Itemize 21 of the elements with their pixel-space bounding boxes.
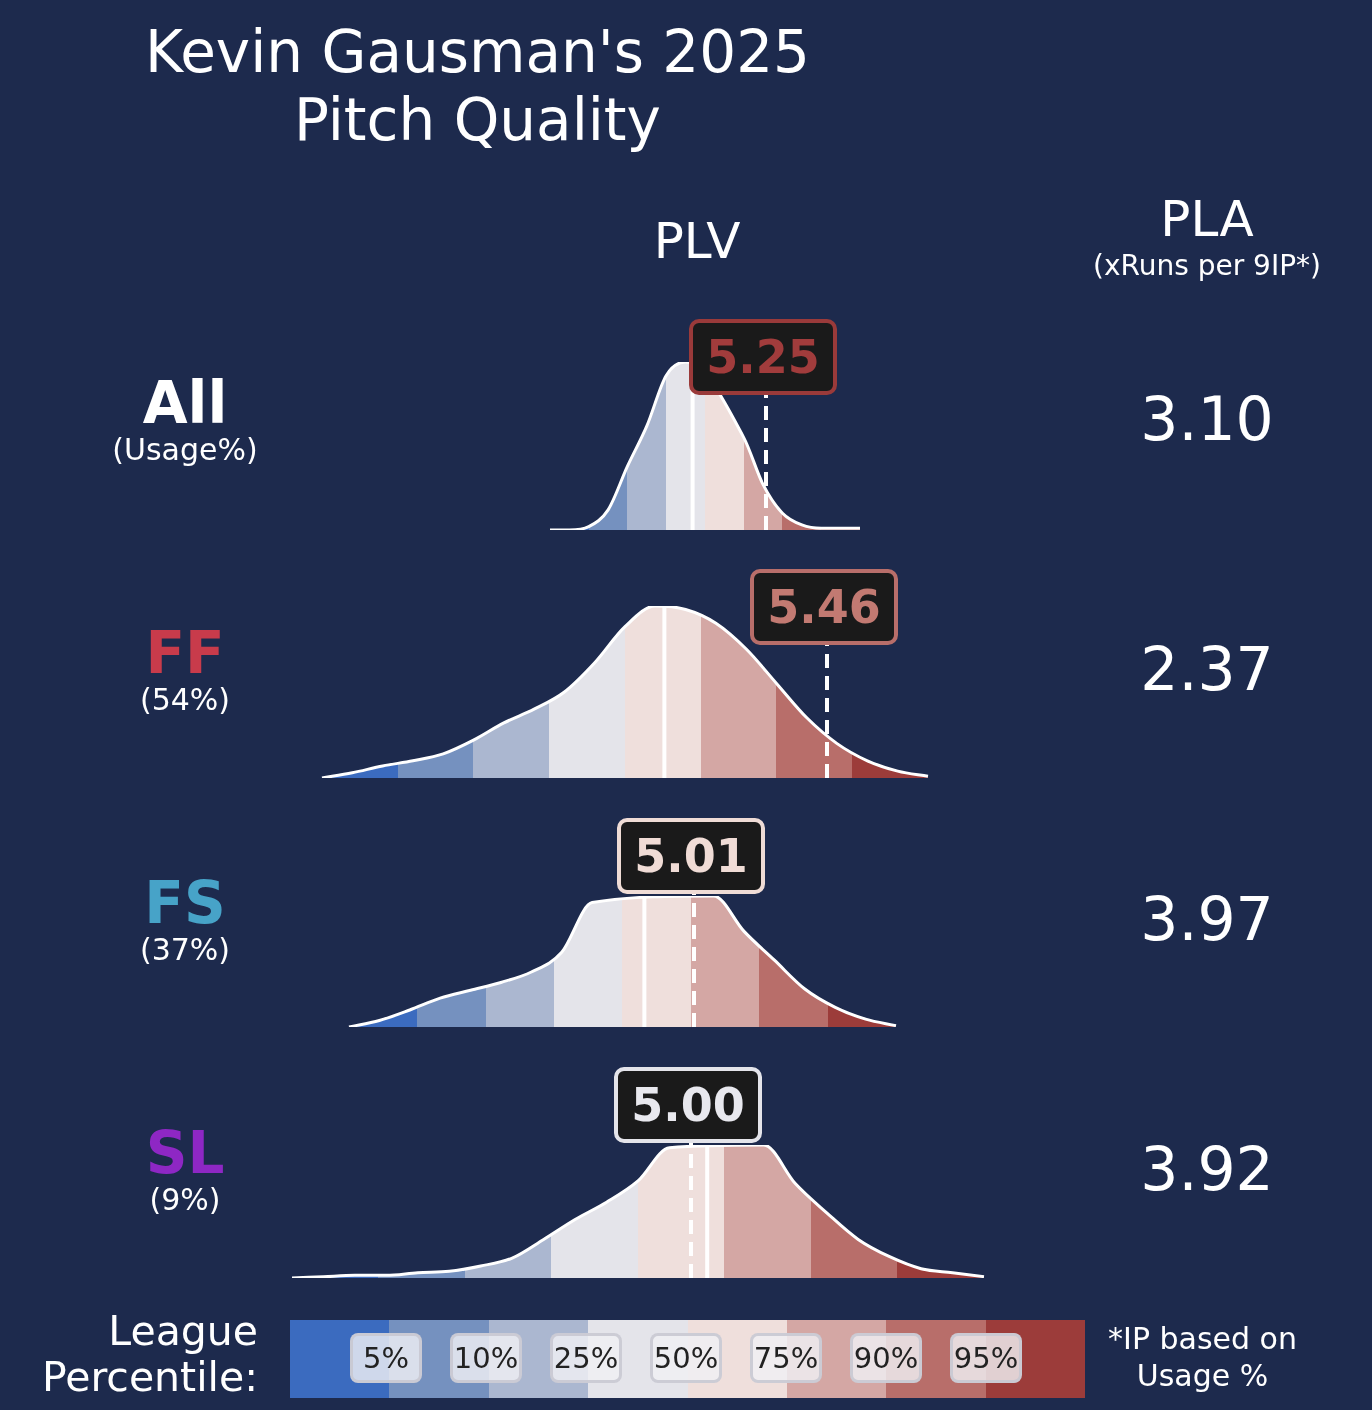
text: 3.10 xyxy=(1139,384,1275,454)
text: 3.97 xyxy=(1139,884,1275,954)
category-label: 50% xyxy=(650,1333,722,1383)
text: 2.37 xyxy=(1139,634,1275,704)
category-label: 95% xyxy=(950,1333,1022,1383)
text: PLA xyxy=(1159,190,1255,248)
text: Kevin Gausman's 2025 Pitch Quality xyxy=(144,18,811,154)
text: League Percentile: xyxy=(40,1307,258,1401)
text: PLV xyxy=(652,212,742,270)
category-label: 25% xyxy=(550,1333,622,1383)
text: 3.92 xyxy=(1139,1134,1275,1204)
category-label: 5% xyxy=(350,1333,422,1383)
annotation: 5.46 xyxy=(750,569,898,645)
annotation: 5.25 xyxy=(689,319,837,395)
text: *IP based on Usage % xyxy=(1107,1320,1298,1394)
text: (xRuns per 9IP*) xyxy=(1092,249,1322,282)
category-label: 90% xyxy=(850,1333,922,1383)
text: 5.00 xyxy=(614,1067,762,1143)
category-label: 75% xyxy=(750,1333,822,1383)
text: 5.01 xyxy=(617,818,765,894)
category-label: 10% xyxy=(450,1333,522,1383)
